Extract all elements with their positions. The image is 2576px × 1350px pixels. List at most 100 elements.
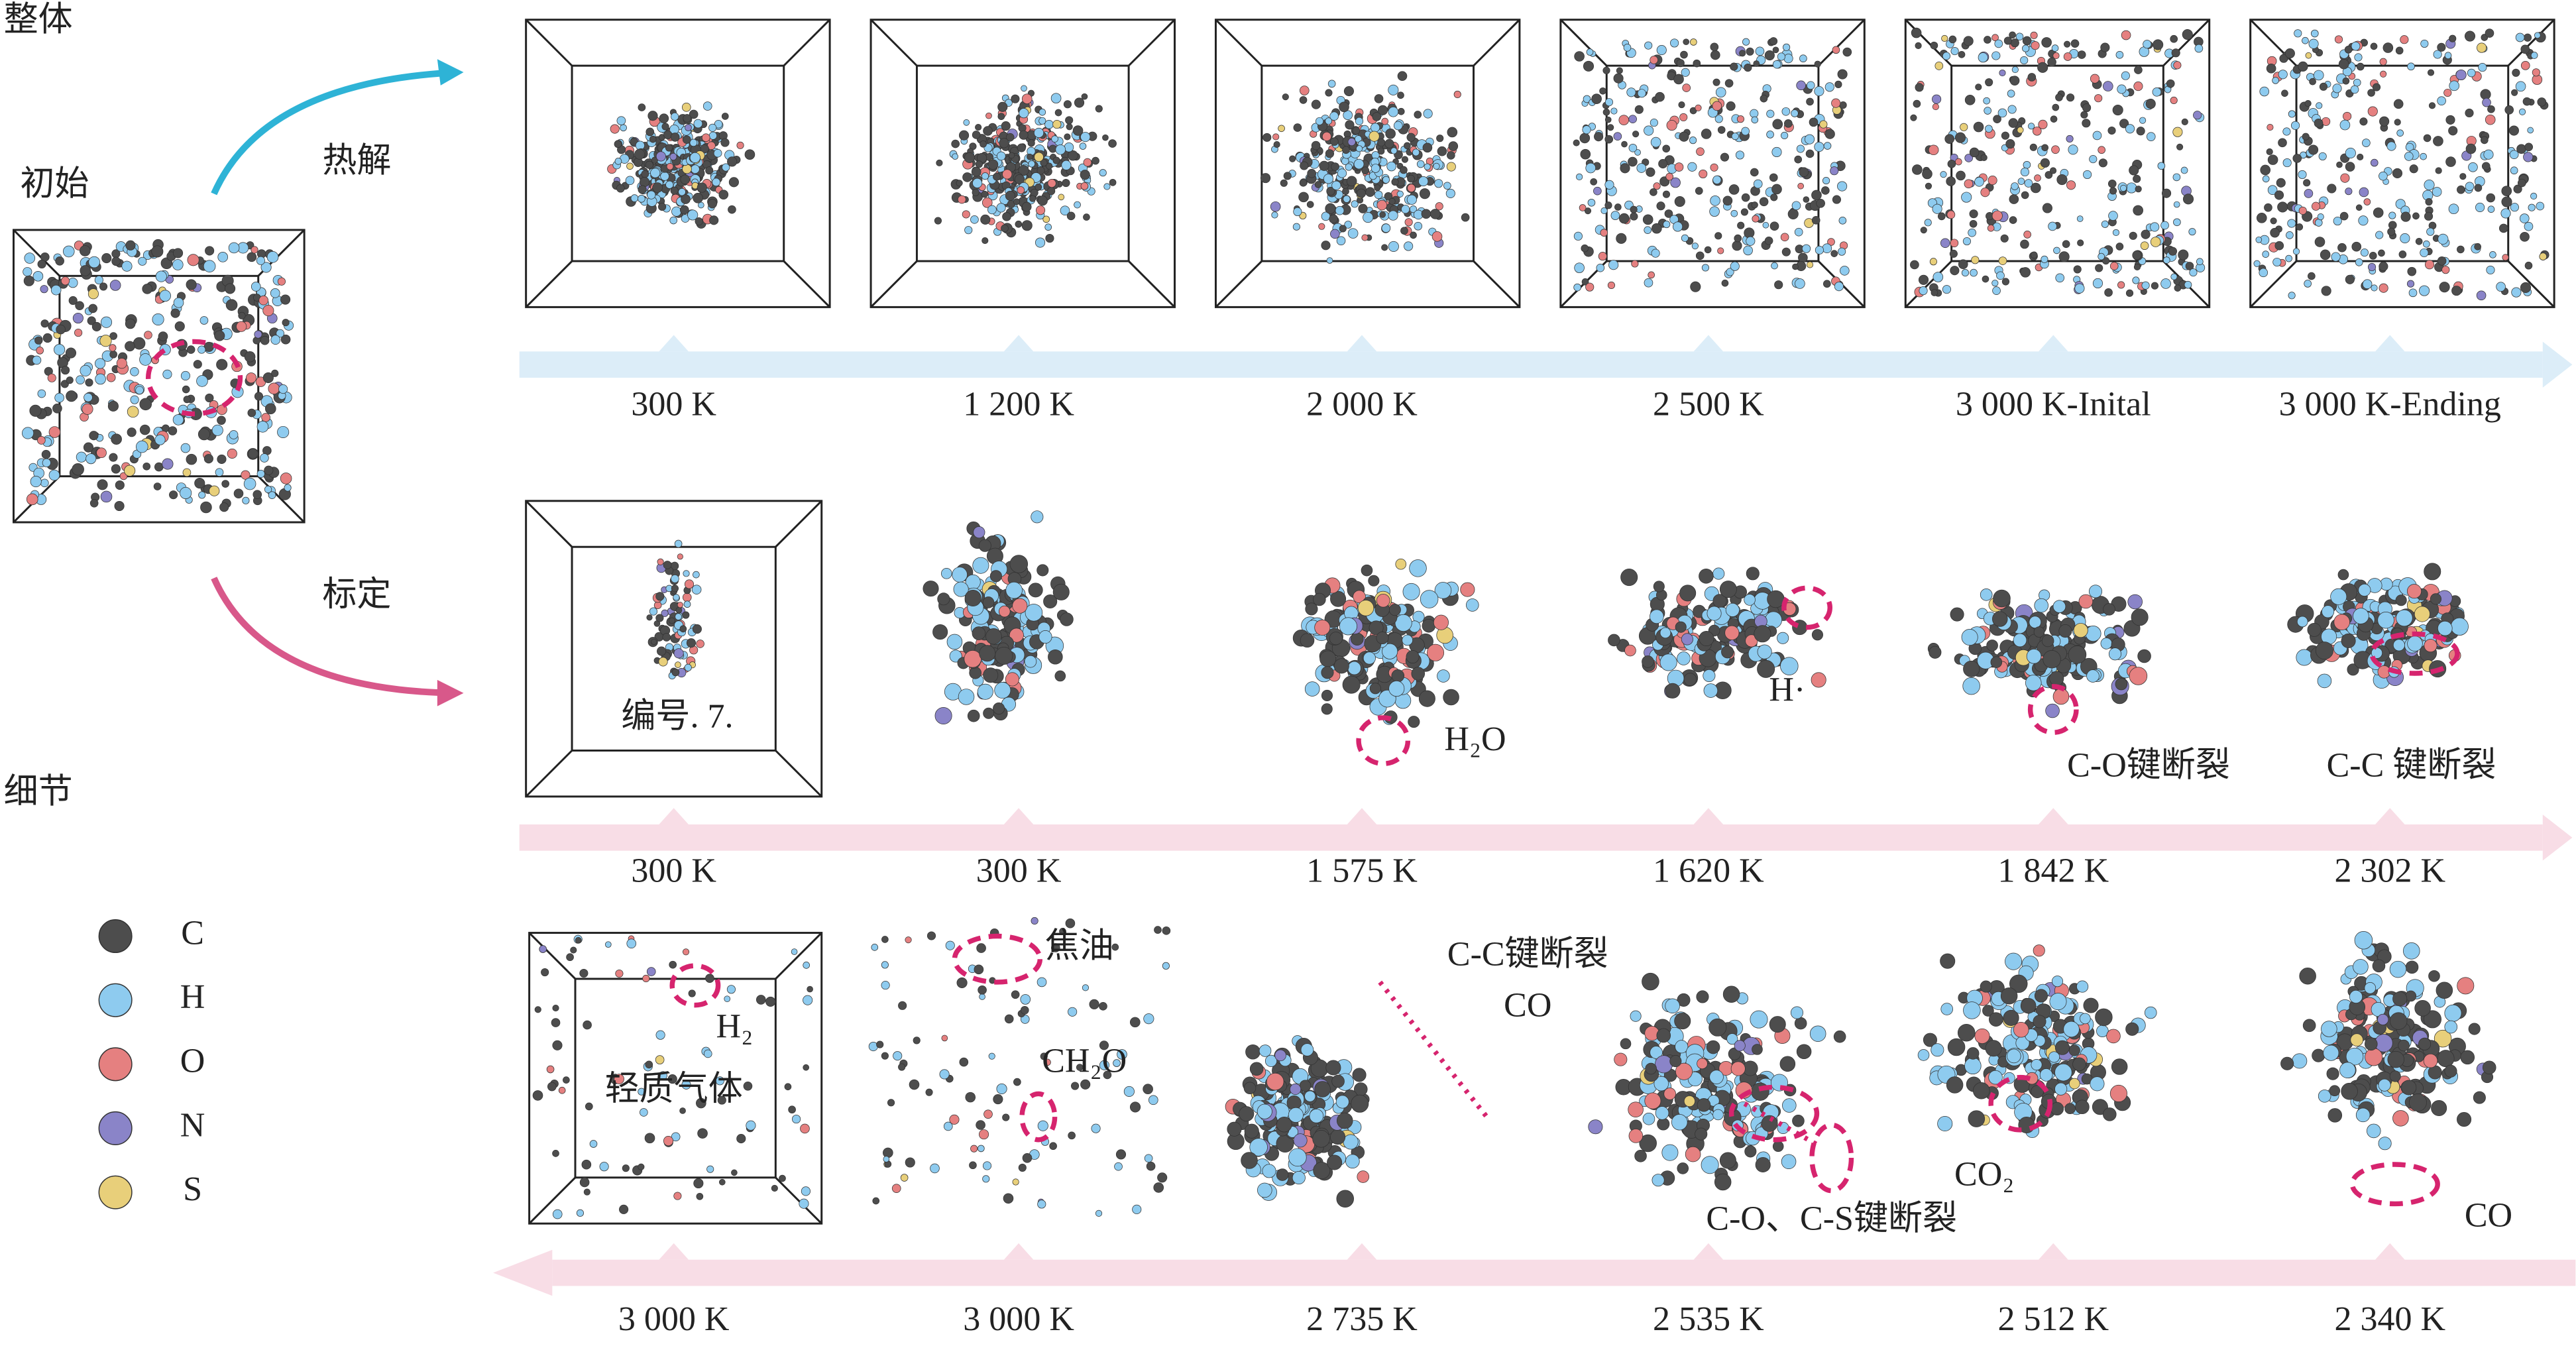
- atom: [647, 190, 656, 199]
- temperature-label: 2 302 K: [2334, 852, 2445, 889]
- atom: [1259, 1044, 1272, 1057]
- atom: [2267, 154, 2278, 165]
- atom: [1830, 166, 1839, 176]
- atom: [881, 936, 889, 943]
- atom: [1974, 177, 1984, 187]
- atom: [2437, 1050, 2455, 1068]
- atom: [1060, 612, 1074, 626]
- atom: [1586, 48, 1594, 56]
- atom: [926, 931, 936, 940]
- atom: [2305, 52, 2312, 59]
- atom: [2039, 1068, 2053, 1082]
- atom: [2388, 211, 2396, 219]
- box-inner: [2295, 64, 2510, 262]
- atom: [970, 215, 979, 224]
- atom: [2313, 70, 2324, 81]
- atom: [1831, 98, 1841, 108]
- atom: [2276, 178, 2286, 188]
- atom: [746, 1120, 756, 1131]
- atom: [937, 592, 950, 606]
- atom: [934, 706, 952, 724]
- atom: [2424, 563, 2441, 581]
- highlight: [952, 933, 1043, 985]
- atom: [1005, 190, 1016, 201]
- atom-cluster: [923, 510, 1074, 724]
- atom-cluster: [1927, 585, 2151, 718]
- atom: [2321, 1021, 2337, 1037]
- atom: [1913, 99, 1921, 108]
- atom: [1411, 667, 1426, 681]
- atom: [708, 131, 717, 140]
- atom: [196, 375, 208, 387]
- atom: [22, 427, 34, 439]
- atom: [1583, 60, 1595, 72]
- atom: [1080, 170, 1090, 180]
- atom: [2310, 29, 2319, 38]
- atom: [270, 288, 280, 298]
- atom: [671, 206, 682, 217]
- atom: [1347, 228, 1359, 239]
- atom: [1391, 669, 1405, 683]
- atom: [88, 256, 100, 268]
- atom: [2193, 111, 2202, 120]
- atom: [1734, 234, 1742, 243]
- atom: [1704, 246, 1712, 254]
- atom: [696, 1192, 704, 1200]
- arrow-head: [2542, 815, 2573, 861]
- atom: [1980, 188, 1990, 197]
- atom: [552, 1209, 563, 1219]
- atom: [56, 324, 66, 335]
- atom: [1752, 215, 1760, 223]
- atom: [278, 384, 288, 394]
- atom: [200, 501, 212, 514]
- atom: [981, 190, 989, 198]
- atom: [876, 1041, 884, 1048]
- atom: [1963, 36, 1974, 46]
- atom: [2320, 249, 2331, 260]
- arrow-tick: [1693, 1243, 1724, 1260]
- atom: [669, 152, 677, 160]
- atom: [2055, 93, 2063, 101]
- atom: [2107, 126, 2116, 135]
- atom: [1115, 1149, 1127, 1160]
- atom: [576, 1209, 585, 1217]
- atom: [1052, 583, 1070, 600]
- atom: [116, 358, 127, 369]
- atom: [1726, 101, 1736, 111]
- atom: [652, 182, 663, 193]
- atom: [1153, 1182, 1164, 1193]
- atom: [2370, 42, 2378, 50]
- atom: [127, 406, 139, 418]
- atom: [2373, 207, 2384, 218]
- atom: [630, 194, 639, 202]
- atom: [1400, 166, 1408, 174]
- atom: [1842, 47, 1852, 57]
- atom: [1388, 210, 1398, 221]
- atom: [801, 1186, 811, 1196]
- box-edge: [870, 260, 918, 308]
- atom: [2125, 1022, 2139, 1036]
- atom: [1811, 672, 1826, 688]
- atom: [2022, 44, 2030, 52]
- atom: [2422, 240, 2430, 248]
- atom: [2437, 96, 2446, 105]
- atom: [646, 614, 653, 621]
- atom: [1712, 1109, 1724, 1121]
- atom: [655, 592, 665, 601]
- atom: [1443, 689, 1459, 706]
- atom: [159, 290, 172, 302]
- atom: [1436, 135, 1444, 142]
- atom: [23, 267, 32, 277]
- atom: [898, 1063, 906, 1071]
- atom: [1393, 121, 1403, 131]
- temperature-label: 1 620 K: [1653, 852, 1764, 889]
- arrow-shaft: [519, 824, 2543, 851]
- atom: [645, 127, 655, 137]
- atom: [1991, 210, 2003, 221]
- atom: [1330, 1129, 1346, 1145]
- atom: [1968, 228, 1976, 237]
- atom: [1978, 52, 1988, 63]
- atom: [1990, 656, 2003, 668]
- atom: [1397, 107, 1405, 115]
- atom: [1012, 1178, 1019, 1186]
